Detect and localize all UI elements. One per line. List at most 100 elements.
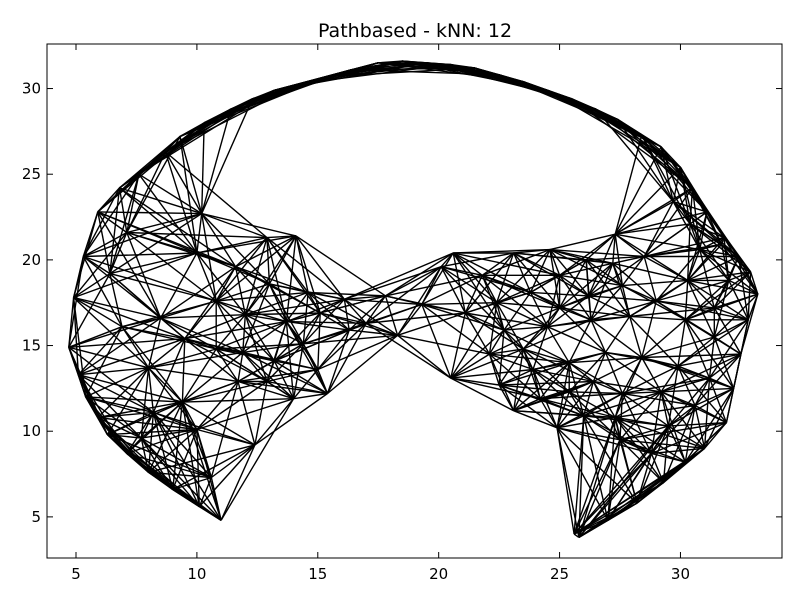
graph-edge: [672, 201, 725, 239]
graph-edge: [713, 307, 742, 355]
graph-edge: [97, 211, 162, 319]
graph-edge: [604, 352, 624, 394]
graph-edge: [539, 380, 594, 400]
graph-edge: [503, 329, 570, 364]
graph-edge: [82, 173, 140, 257]
graph-edge: [201, 213, 270, 285]
graph-edge: [677, 336, 715, 367]
graph-edge: [78, 374, 154, 414]
graph-edge: [201, 213, 237, 268]
y-tick-label: 30: [22, 80, 41, 98]
graph-edge: [293, 369, 319, 400]
graph-edge: [590, 300, 657, 321]
graph-edge: [181, 401, 213, 478]
graph-edge: [583, 381, 595, 416]
graph-edge: [489, 353, 534, 371]
plot-frame: [46, 43, 783, 559]
graph-edge: [320, 312, 398, 336]
graph-edge: [556, 427, 575, 535]
graph-edge: [650, 391, 662, 454]
graph-edge: [643, 255, 689, 282]
graph-edge: [465, 302, 497, 314]
graph-edge: [660, 391, 696, 407]
graph-edge: [498, 348, 524, 386]
graph-edge: [672, 201, 691, 225]
graph-edge: [643, 201, 674, 257]
graph-edge: [295, 235, 386, 297]
graph-edge: [453, 252, 560, 276]
graph-edge: [215, 348, 294, 400]
graph-edge: [496, 249, 551, 304]
graph-edge: [148, 428, 198, 473]
graph-edge: [660, 365, 679, 393]
graph-edge: [97, 211, 128, 234]
graph-edge: [672, 201, 739, 258]
graph-edge: [196, 235, 297, 254]
graph-edge: [689, 223, 730, 281]
graph-edge: [196, 381, 239, 430]
graph-edge: [559, 262, 614, 309]
graph-edge: [641, 134, 674, 202]
graph-edge: [85, 396, 142, 439]
graph-edge: [556, 392, 623, 429]
graph-edge: [242, 351, 328, 395]
graph-edge: [604, 316, 631, 353]
graph-edge: [138, 89, 275, 175]
graph-edge: [617, 119, 674, 202]
graph-edge: [498, 368, 534, 386]
graph-edge: [573, 453, 652, 535]
graph-edge: [512, 348, 524, 411]
graph-edge: [292, 343, 304, 399]
graph-edge: [164, 151, 203, 214]
graph-edge: [201, 108, 232, 214]
graph-edge: [530, 291, 589, 297]
graph-edge: [440, 266, 498, 304]
graph-edge: [629, 316, 643, 358]
graph-edge: [723, 237, 759, 295]
graph-edge: [694, 353, 742, 406]
graph-edge: [614, 166, 682, 235]
graph-edge: [165, 151, 268, 239]
graph-edge: [344, 252, 454, 300]
graph-edge: [184, 320, 287, 340]
graph-edge: [440, 252, 514, 268]
graph-edge: [343, 298, 367, 324]
y-axis-ticks: 5 10 15 20 25 30: [22, 80, 782, 526]
graph-edge: [612, 262, 688, 282]
graph-edge: [694, 377, 711, 406]
graph-edge: [140, 412, 155, 439]
graph-edge: [198, 444, 256, 508]
graph-edge: [266, 368, 318, 383]
graph-edge: [107, 401, 183, 436]
graph-edge: [496, 252, 515, 303]
graph-edge: [568, 351, 607, 393]
graph-edge: [685, 307, 715, 321]
graph-edge: [317, 322, 367, 371]
graph-edge: [450, 312, 466, 379]
graph-edge: [496, 302, 524, 350]
graph-edge: [220, 398, 295, 521]
graph-edge: [615, 416, 669, 427]
graph-edge: [285, 235, 297, 322]
graph-edge: [569, 351, 606, 364]
chart-title: Pathbased - kNN: 12: [318, 20, 512, 42]
graph-edge: [513, 252, 589, 297]
graph-edge: [689, 187, 694, 224]
graph-edge: [559, 274, 623, 287]
graph-edge: [496, 302, 548, 328]
graph-edge: [684, 388, 735, 463]
graph-edge: [546, 275, 561, 327]
graph-edge: [588, 262, 614, 297]
graph-edge: [619, 425, 669, 441]
graph-edge: [244, 283, 270, 316]
graph-edge: [82, 211, 99, 257]
graph-edge: [713, 319, 749, 338]
graph-edge: [569, 356, 642, 364]
graph-edge: [126, 428, 198, 455]
graph-edge: [452, 252, 531, 294]
graph-edge: [643, 223, 691, 258]
graph-edge: [496, 302, 505, 331]
graph-edge: [126, 231, 236, 268]
graph-edge: [617, 118, 693, 189]
graph-edge: [140, 401, 183, 439]
